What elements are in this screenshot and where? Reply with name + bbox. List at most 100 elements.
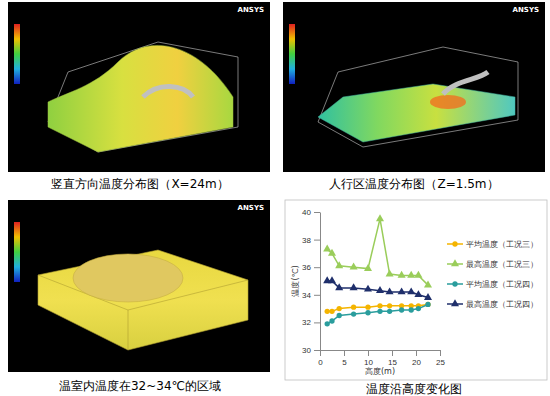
caption: 温度沿高度变化图: [366, 382, 462, 396]
legend-label: 平均温度（工况四）: [466, 280, 538, 289]
legend-marker: [451, 259, 459, 266]
series-marker: [365, 305, 370, 310]
color-bar: [14, 222, 20, 282]
tick-mark: [368, 350, 369, 356]
tick-label: 10: [364, 358, 373, 367]
legend-item: 最高温度（工况四）: [447, 299, 538, 309]
tick: 0: [318, 350, 323, 367]
tick-mark: [314, 350, 320, 351]
series-marker: [328, 276, 336, 283]
series-marker: [335, 283, 343, 290]
cfd-scene: [318, 47, 518, 147]
tick-mark: [314, 267, 320, 268]
legend-item: 平均温度（工况三）: [447, 240, 538, 249]
cfd-panel: ANSYS: [283, 2, 545, 172]
tick-label: 25: [436, 358, 445, 367]
caption: 人行区温度分布图（Z=1.5m）: [329, 177, 498, 191]
series-marker: [350, 263, 358, 270]
series-marker: [414, 290, 422, 297]
legend-label: 最高温度（工况四）: [466, 300, 538, 309]
cfd-scene: [48, 42, 238, 152]
series-marker: [377, 303, 382, 308]
series-marker: [325, 321, 330, 326]
series-marker: [365, 310, 370, 315]
series-marker: [387, 309, 392, 314]
tick-mark: [314, 322, 320, 323]
series-marker: [329, 309, 334, 314]
tick: 25: [436, 350, 445, 367]
plot-area: [323, 214, 432, 326]
cfd-panel: ANSYS: [8, 2, 270, 172]
series-marker: [325, 309, 330, 314]
panel-background: [8, 200, 270, 372]
legend-marker: [452, 241, 457, 246]
tick: 32: [302, 318, 320, 327]
legend-marker: [451, 299, 459, 306]
tick-mark: [416, 350, 417, 356]
tick: 40: [302, 208, 320, 217]
series-marker: [424, 280, 432, 287]
series-marker: [386, 269, 394, 276]
series-marker: [376, 286, 384, 293]
tick-label: 40: [302, 208, 311, 217]
tick-label: 0: [318, 358, 323, 367]
series-marker: [416, 306, 421, 311]
series-marker: [328, 249, 336, 256]
series-marker: [350, 283, 358, 290]
tick: 38: [302, 236, 320, 245]
legend: 平均温度（工况三） 最高温度（工况三） 平均温度（工况四） 最高温度（工况四）: [447, 240, 538, 309]
tick-label: 34: [302, 291, 311, 300]
tick-label: 15: [388, 358, 397, 367]
chart-frame: [285, 200, 547, 380]
x-axis: 0 5 10 15 20 25: [318, 350, 445, 367]
axis-line: [320, 213, 321, 351]
series-marker: [399, 307, 404, 312]
series-marker: [414, 271, 422, 278]
series-marker: [425, 302, 430, 307]
axis-line: [321, 350, 441, 351]
figure: ANSYS 竖直方向温度分布图（X=24m） ANSYS 人行区温度分布图（Z=1.5…: [0, 0, 550, 396]
tick-mark: [314, 295, 320, 296]
color-bar: [14, 24, 20, 84]
software-label: ANSYS: [513, 6, 539, 14]
tick: 15: [388, 350, 397, 367]
series-marker: [425, 302, 430, 307]
series-marker: [337, 306, 342, 311]
series-marker: [398, 287, 406, 294]
series-marker: [335, 261, 343, 268]
series-marker: [351, 311, 356, 316]
panel-background: [8, 2, 270, 172]
series-marker: [351, 305, 356, 310]
legend-item: 平均温度（工况四）: [447, 280, 538, 289]
tick-mark: [440, 350, 441, 356]
tick-mark: [314, 240, 320, 241]
y-axis-title: 温度(℃): [291, 265, 300, 296]
legend-item: 最高温度（工况三）: [447, 259, 538, 269]
tick: 20: [412, 350, 421, 367]
x-axis-title: 高度(m): [365, 367, 395, 376]
caption: 温室内温度在32~34℃的区域: [59, 379, 221, 393]
series-marker: [398, 271, 406, 278]
series-marker: [386, 287, 394, 294]
caption: 竖直方向温度分布图（X=24m）: [51, 177, 228, 191]
series-marker: [387, 303, 392, 308]
series-marker: [377, 309, 382, 314]
series-marker: [424, 293, 432, 300]
panel-background: [283, 2, 545, 172]
series-line: [327, 219, 428, 285]
series-marker: [364, 264, 372, 271]
tick-label: 36: [302, 263, 311, 272]
legend-label: 最高温度（工况三）: [466, 260, 538, 269]
legend-label: 平均温度（工况三）: [466, 240, 538, 249]
tick-label: 32: [302, 318, 311, 327]
tick: 34: [302, 291, 320, 300]
tick-label: 20: [412, 358, 421, 367]
color-bar: [289, 24, 295, 84]
tick-mark: [314, 212, 320, 213]
tick-label: 5: [342, 358, 347, 367]
cfd-panel: ANSYS: [8, 200, 270, 372]
tick-label: 38: [302, 236, 311, 245]
series-marker: [407, 287, 415, 294]
series-marker: [323, 245, 331, 252]
tick: 30: [302, 346, 320, 355]
